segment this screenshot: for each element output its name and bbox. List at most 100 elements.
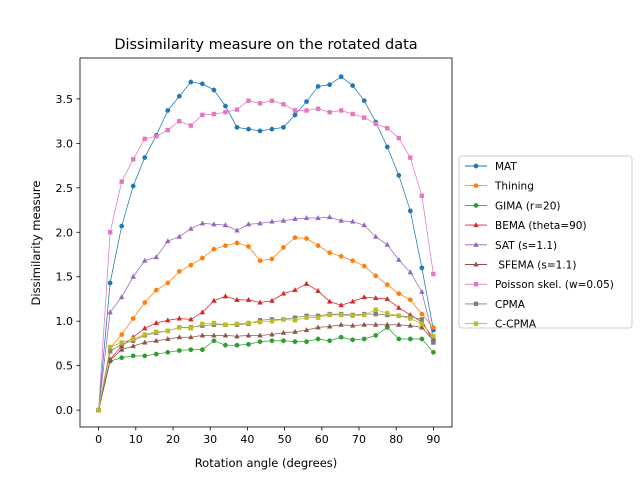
data-point-mat	[361, 98, 367, 104]
axes-frame	[79, 57, 453, 428]
data-point-cpma	[431, 340, 436, 345]
data-point-sfema-s-1-1	[303, 327, 310, 333]
data-point-bema-theta-90	[396, 304, 402, 310]
legend-marker-poisson-skel-w-0-05	[473, 282, 479, 287]
data-point-c-cpma	[408, 316, 413, 321]
data-point-bema-theta-90	[199, 309, 206, 315]
x-tick-label: 90	[426, 433, 440, 446]
legend-marker-sat-s-1-1	[473, 241, 479, 247]
data-point-bema-theta-90	[222, 293, 229, 299]
data-point-sfema-s-1-1	[222, 332, 229, 338]
data-point-sat-s-1-1	[153, 254, 159, 260]
data-point-c-cpma	[281, 317, 286, 322]
data-point-poisson-skel-w-0-05	[142, 136, 147, 142]
data-point-gima-r-20	[257, 339, 263, 345]
data-point-gima-r-20	[327, 338, 333, 344]
data-point-sfema-s-1-1	[107, 357, 113, 363]
data-point-sfema-s-1-1	[349, 322, 356, 328]
data-point-c-cpma	[119, 340, 124, 345]
data-point-gima-r-20	[119, 355, 125, 361]
data-point-c-cpma	[431, 334, 436, 339]
data-point-c-cpma	[362, 312, 367, 318]
data-point-poisson-skel-w-0-05	[431, 271, 436, 277]
data-point-c-cpma	[419, 321, 425, 327]
data-point-sfema-s-1-1	[211, 332, 217, 338]
data-point-sat-s-1-1	[303, 215, 310, 221]
data-point-c-cpma	[327, 312, 332, 318]
data-point-gima-r-20	[430, 349, 436, 355]
data-point-sfema-s-1-1	[176, 334, 183, 340]
data-point-thining	[373, 273, 379, 279]
data-point-poisson-skel-w-0-05	[107, 230, 113, 235]
series-group	[95, 74, 437, 413]
data-point-poisson-skel-w-0-05	[223, 110, 228, 115]
y-axis-label: Dissimilarity measure	[29, 181, 43, 306]
data-point-gima-r-20	[292, 339, 298, 345]
data-point-thining	[281, 244, 286, 250]
data-point-gima-r-20	[419, 336, 425, 342]
data-point-sfema-s-1-1	[188, 334, 194, 340]
legend-marker-sfema-s-1-1	[473, 261, 479, 267]
data-point-thining	[246, 244, 251, 249]
data-point-sat-s-1-1	[222, 222, 229, 228]
data-point-mat	[188, 79, 194, 85]
data-point-poisson-skel-w-0-05	[281, 102, 286, 107]
x-axis-label: Rotation angle (degrees)	[195, 456, 338, 470]
legend-label-sat-s-1-1: SAT (s=1.1)	[495, 240, 557, 252]
data-point-sfema-s-1-1	[419, 324, 425, 330]
data-point-poisson-skel-w-0-05	[200, 112, 205, 118]
data-point-c-cpma	[177, 325, 182, 330]
data-point-poisson-skel-w-0-05	[350, 111, 355, 117]
data-point-poisson-skel-w-0-05	[327, 110, 332, 115]
data-point-bema-theta-90	[280, 290, 287, 296]
data-point-mat	[119, 223, 125, 229]
y-tick-label: 1.0	[56, 315, 74, 328]
y-tick-label: 0.0	[56, 404, 74, 417]
x-axis-ticks: 0 10 20 30 40 50 60 70 80 90	[95, 427, 440, 446]
x-tick-label: 80	[389, 433, 403, 446]
data-point-mat	[246, 126, 251, 132]
data-point-bema-theta-90	[141, 325, 148, 331]
data-point-gima-r-20	[165, 349, 171, 355]
data-point-c-cpma	[234, 321, 240, 327]
data-point-thining	[338, 253, 344, 259]
data-point-thining	[234, 240, 240, 246]
data-point-thining	[304, 236, 309, 241]
data-point-sat-s-1-1	[107, 309, 113, 315]
data-point-thining	[407, 297, 413, 303]
legend-label-c-cpma: C-CPMA	[495, 319, 537, 331]
data-point-sfema-s-1-1	[153, 337, 159, 343]
data-point-c-cpma	[96, 407, 101, 413]
data-point-sat-s-1-1	[176, 233, 183, 239]
data-point-sfema-s-1-1	[199, 332, 206, 338]
x-tick-label: 40	[240, 433, 254, 446]
legend-label-gima-r-20: GIMA (r=20)	[495, 200, 560, 212]
data-point-thining	[419, 311, 425, 317]
data-point-c-cpma	[188, 326, 194, 331]
data-point-c-cpma	[200, 321, 205, 327]
series-sat-s-1-1	[95, 214, 437, 413]
data-point-c-cpma	[315, 315, 321, 320]
data-point-mat	[223, 103, 228, 109]
data-point-gima-r-20	[407, 336, 413, 342]
data-point-poisson-skel-w-0-05	[154, 134, 159, 139]
data-point-mat	[130, 183, 136, 189]
data-point-thining	[153, 287, 159, 293]
data-point-c-cpma	[107, 344, 113, 350]
x-tick-label: 20	[166, 433, 180, 446]
data-point-thining	[119, 332, 125, 337]
data-point-mat	[257, 128, 263, 134]
data-point-bema-theta-90	[373, 295, 379, 301]
data-point-poisson-skel-w-0-05	[165, 127, 170, 133]
data-point-mat	[107, 280, 113, 286]
data-point-c-cpma	[154, 329, 159, 335]
data-point-bema-theta-90	[257, 299, 263, 305]
data-point-thining	[130, 316, 136, 321]
data-point-sfema-s-1-1	[407, 322, 414, 328]
data-point-thining	[315, 243, 321, 249]
data-point-poisson-skel-w-0-05	[408, 155, 413, 160]
data-point-c-cpma	[142, 332, 147, 337]
plot-area: 0 10 20 30 40 50 60 70 80 90 0.0 0.5 1.0 1.5 2.0 2.5 3.…	[56, 57, 453, 446]
data-point-sat-s-1-1	[188, 225, 194, 231]
data-point-bema-theta-90	[153, 319, 159, 325]
